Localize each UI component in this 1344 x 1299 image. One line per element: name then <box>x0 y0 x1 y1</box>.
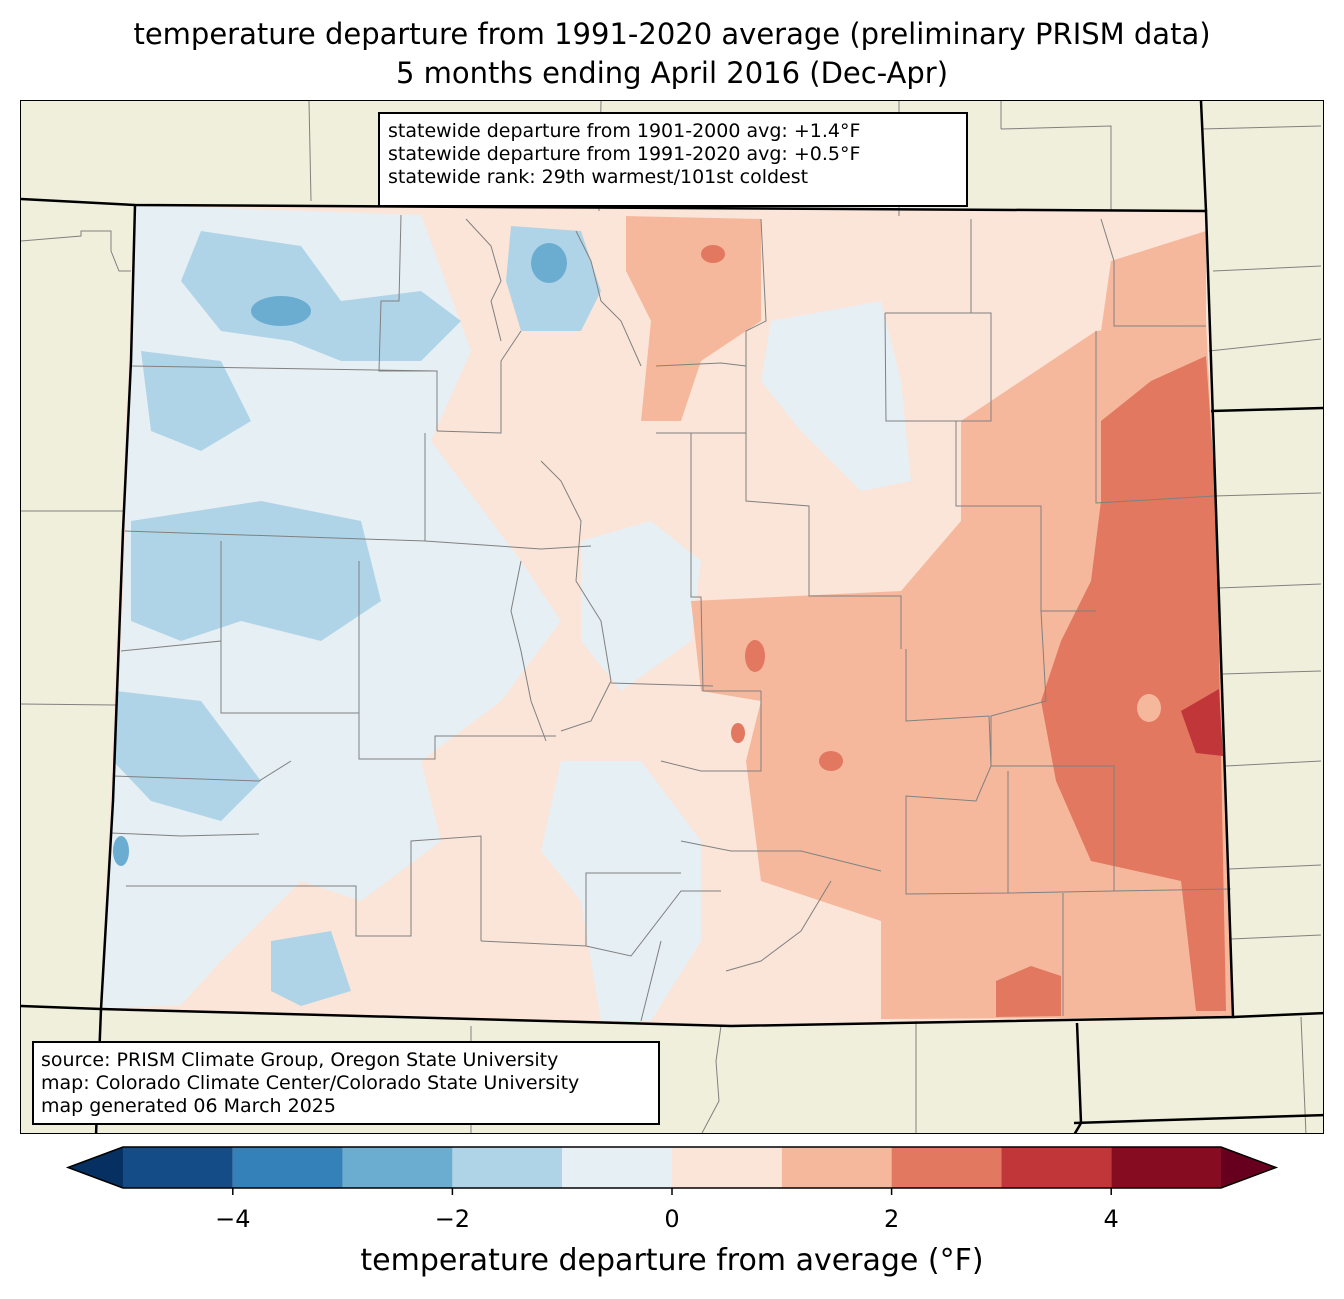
warm-spot-3 <box>745 640 765 672</box>
neighbor-county-lines <box>21 101 1322 1133</box>
colorbar-segment <box>891 1147 1002 1188</box>
colorbar-segment <box>452 1147 563 1188</box>
west-cool-region-1 <box>141 351 251 451</box>
colorbar-segments <box>65 1146 1279 1189</box>
stats-line-1901-2000: statewide departure from 1901-2000 avg: … <box>388 120 861 142</box>
colorbar-segment <box>562 1147 672 1188</box>
colorbar-under-arrow <box>68 1147 123 1188</box>
colorbar-segment <box>232 1147 343 1188</box>
colorbar-tick-label: 2 <box>883 1205 900 1233</box>
state-borders <box>21 101 1323 1133</box>
colorbar-label: temperature departure from average (°F) <box>360 1243 984 1278</box>
colorbar-segment <box>672 1147 782 1188</box>
colorbar-segment <box>1001 1147 1112 1188</box>
map-credit-line: map: Colorado Climate Center/Colorado St… <box>41 1072 580 1094</box>
northeast-warm-region <box>626 216 761 421</box>
source-line: source: PRISM Climate Group, Oregon Stat… <box>41 1049 559 1071</box>
county-borders <box>110 214 1232 1022</box>
southeast-warmer-region <box>996 966 1061 1017</box>
northeast-near-average-region <box>761 301 911 491</box>
warm-spot-2 <box>819 751 843 771</box>
colorbar-tick-label: −4 <box>215 1205 251 1233</box>
colorbar-segment <box>1111 1147 1221 1188</box>
warm-spot-1 <box>701 245 725 263</box>
southeast-hottest-region <box>1181 689 1223 756</box>
colorbar-ticks <box>232 1188 1112 1195</box>
departure-fill-layer <box>101 205 1233 1026</box>
colorbar-tick-label: −2 <box>434 1205 471 1233</box>
central-near-average-region <box>581 521 701 691</box>
northeast-corner-warm-region <box>1101 231 1206 331</box>
cool-spot-1 <box>251 296 311 326</box>
chart-subtitle: 5 months ending April 2016 (Dec-Apr) <box>395 56 949 90</box>
cool-pocket-east <box>1137 694 1161 722</box>
colorbar <box>65 1146 1279 1195</box>
colorbar-over-arrow <box>1221 1147 1276 1188</box>
statewide-stats-box: statewide departure from 1901-2000 avg: … <box>378 112 968 207</box>
colorbar-outline <box>65 1146 1279 1189</box>
cool-spot-3 <box>113 836 129 866</box>
map-generated-line: map generated 06 March 2025 <box>41 1095 336 1117</box>
west-cool-region-2 <box>131 501 381 641</box>
map-frame <box>20 100 1324 1134</box>
southwest-cool-region <box>113 691 261 821</box>
chart-title: temperature departure from 1991-2020 ave… <box>133 17 1211 51</box>
south-central-near-average-region <box>541 761 701 1021</box>
warm-spot-4 <box>731 723 745 743</box>
cool-spot-2 <box>531 243 567 283</box>
colorbar-segment <box>342 1147 453 1188</box>
stats-line-rank: statewide rank: 29th warmest/101st colde… <box>388 166 809 188</box>
stats-line-1991-2020: statewide departure from 1991-2020 avg: … <box>388 143 861 165</box>
colorbar-segment <box>123 1147 233 1188</box>
colorado-temperature-map <box>21 101 1323 1133</box>
southwest-cool-region-2 <box>271 931 351 1006</box>
colorbar-segment <box>781 1147 892 1188</box>
far-east-warmer-region <box>1041 356 1226 1011</box>
northwest-cool-region <box>181 231 461 361</box>
colorbar-tick-label: 4 <box>1103 1205 1119 1233</box>
colorbar-tick-label: 0 <box>664 1205 680 1233</box>
source-box: source: PRISM Climate Group, Oregon Stat… <box>32 1041 660 1125</box>
